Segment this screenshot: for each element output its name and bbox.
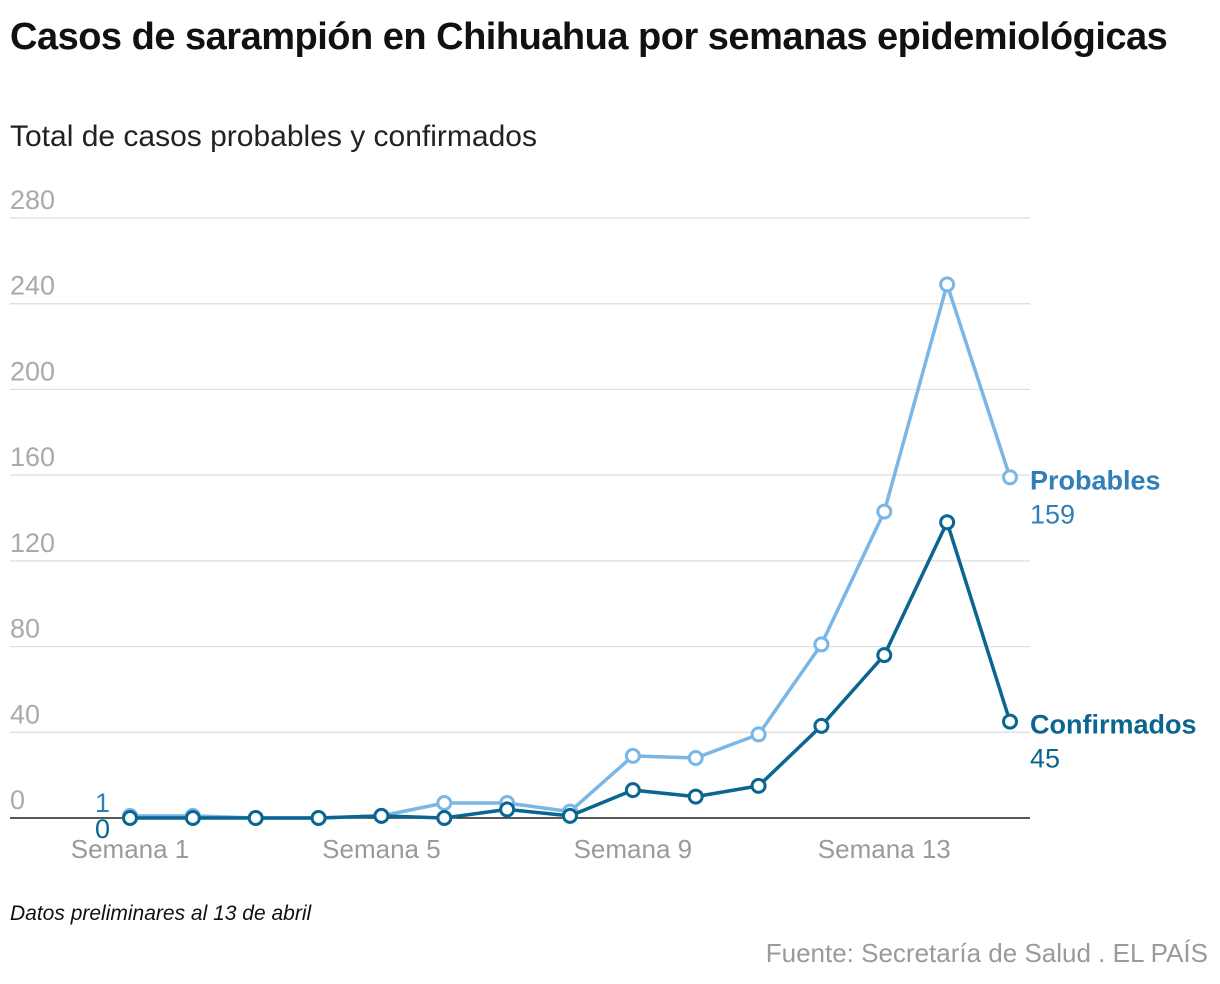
gridlines <box>10 217 1030 819</box>
data-point-confirmados <box>436 810 453 826</box>
y-tick-label: 120 <box>10 528 55 558</box>
x-tick-label: Semana 9 <box>574 834 693 864</box>
y-axis-ticks: 0 40 80 120 160 200 240 280 <box>10 185 55 815</box>
series-label-probables: Probables <box>1030 465 1161 495</box>
data-point-confirmados <box>499 801 516 818</box>
y-tick-label: 200 <box>10 356 55 386</box>
data-point-confirmados <box>813 717 830 734</box>
x-tick-label: Semana 1 <box>71 834 190 864</box>
data-point-confirmados <box>939 514 956 531</box>
x-axis-ticks: Semana 1 Semana 5 Semana 9 Semana 13 <box>71 834 951 864</box>
series-labels: Probables 159 1 Confirmados 45 0 <box>95 465 1197 844</box>
series-group <box>122 276 1018 826</box>
series-line-confirmados <box>130 520 1012 820</box>
series-label-confirmados: Confirmados <box>1030 710 1197 740</box>
data-point-confirmados <box>750 777 767 794</box>
chart-subtitle: Total de casos probables y confirmados <box>10 120 537 153</box>
series-end-value-confirmados: 45 <box>1030 744 1060 774</box>
data-point-probables <box>624 747 641 764</box>
y-tick-label: 280 <box>10 185 55 215</box>
x-tick-label: Semana 5 <box>322 834 441 864</box>
y-tick-label: 40 <box>10 699 40 729</box>
data-note: Datos preliminares al 13 de abril <box>10 902 312 925</box>
series-start-value-confirmados: 0 <box>95 814 110 844</box>
data-point-confirmados <box>562 807 578 824</box>
series-start-value-probables: 1 <box>95 788 110 818</box>
data-point-confirmados <box>310 810 327 826</box>
source-credit: Fuente: Secretaría de Salud . EL PAÍS <box>765 938 1208 968</box>
y-tick-label: 240 <box>10 271 55 301</box>
data-point-probables <box>813 636 830 653</box>
data-point-confirmados <box>184 810 201 826</box>
y-tick-label: 0 <box>10 785 25 815</box>
y-tick-label: 160 <box>10 442 55 472</box>
chart-title: Casos de sarampión en Chihuahua por sema… <box>10 16 1168 58</box>
series-end-value-probables: 159 <box>1030 499 1075 529</box>
data-point-confirmados <box>1002 713 1018 730</box>
data-point-probables <box>876 503 893 520</box>
data-point-confirmados <box>687 788 704 805</box>
data-point-probables <box>436 795 453 811</box>
data-point-probables <box>1002 469 1018 486</box>
data-point-probables <box>687 750 704 766</box>
series-line-probables <box>130 282 1012 820</box>
x-tick-label: Semana 13 <box>818 834 951 864</box>
data-point-confirmados <box>373 807 390 824</box>
data-point-confirmados <box>876 647 893 664</box>
data-point-confirmados <box>122 810 138 826</box>
data-point-confirmados <box>247 810 264 826</box>
data-point-confirmados <box>624 782 641 799</box>
y-tick-label: 80 <box>10 614 40 644</box>
data-point-probables <box>939 276 956 293</box>
data-point-probables <box>750 726 767 743</box>
